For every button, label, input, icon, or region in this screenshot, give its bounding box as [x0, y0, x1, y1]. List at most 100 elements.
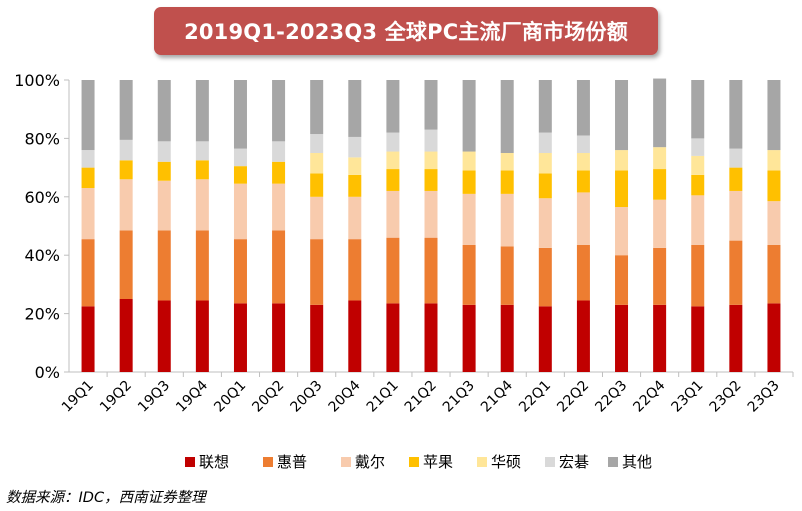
- bar-segment: [576, 153, 590, 171]
- bar-segment: [119, 299, 133, 372]
- bar-segment: [233, 303, 247, 372]
- bar-segment: [233, 166, 247, 184]
- bar-segment: [195, 141, 209, 161]
- y-tick-label: 40%: [24, 246, 60, 265]
- x-tick-label: 20Q4: [326, 377, 364, 415]
- legend-swatch: [409, 457, 419, 467]
- x-tick-label: 21Q4: [478, 377, 516, 415]
- bar-segment: [119, 179, 133, 231]
- bar-segment: [538, 173, 552, 199]
- bar-segment: [81, 306, 95, 372]
- bar-segment: [576, 80, 590, 136]
- bar-segment: [157, 180, 171, 231]
- x-tick-label: 22Q1: [516, 378, 554, 416]
- bar-segment: [119, 80, 133, 140]
- bar-segment: [272, 80, 286, 142]
- bar-segment: [81, 80, 95, 151]
- x-tick-label: 22Q4: [630, 377, 668, 415]
- bar-segment: [348, 136, 362, 158]
- bar-segment: [195, 300, 209, 372]
- bar-segment: [157, 80, 171, 142]
- bar-segment: [691, 138, 705, 156]
- bar-segment: [348, 239, 362, 301]
- x-tick-label: 23Q2: [707, 378, 745, 416]
- bar-segment: [576, 300, 590, 372]
- bar-segment: [310, 196, 324, 240]
- bar-segment: [424, 169, 438, 191]
- bar-segment: [386, 132, 400, 152]
- bar-segment: [615, 255, 629, 305]
- bar-segment: [310, 239, 324, 305]
- bar-segment: [653, 247, 667, 305]
- bar-segment: [348, 174, 362, 197]
- bar-segment: [119, 139, 133, 161]
- bar-segment: [767, 201, 781, 245]
- bar-segment: [157, 141, 171, 162]
- bar-segment: [272, 303, 286, 372]
- legend-label: 宏碁: [559, 453, 589, 471]
- x-tick-label: 23Q1: [669, 378, 707, 416]
- legend-swatch: [341, 457, 351, 467]
- bar-segment: [615, 304, 629, 372]
- bar-segment: [500, 304, 514, 372]
- bar-segment: [157, 161, 171, 181]
- bar-segment: [538, 153, 552, 174]
- bar-segment: [767, 170, 781, 202]
- bar-segment: [691, 306, 705, 372]
- bar-segment: [348, 300, 362, 372]
- chart-title-banner: 2019Q1-2023Q3 全球PC主流厂商市场份额: [154, 7, 658, 55]
- bar-segment: [462, 304, 476, 372]
- bar-segment: [272, 141, 286, 162]
- bar-segment: [462, 170, 476, 194]
- bar-segment: [157, 300, 171, 372]
- x-tick-label: 19Q3: [135, 378, 173, 416]
- bar-segment: [424, 151, 438, 170]
- bar-segment: [462, 80, 476, 152]
- bar-segment: [500, 193, 514, 247]
- bar-segment: [272, 183, 286, 231]
- bar-segment: [386, 151, 400, 170]
- legend-label: 其他: [622, 453, 652, 471]
- bar-segment: [538, 198, 552, 248]
- x-tick-label: 20Q1: [211, 378, 249, 416]
- bar-segment: [462, 151, 476, 171]
- bar-segment: [729, 240, 743, 305]
- bar-segment: [424, 190, 438, 238]
- legend-label: 华硕: [491, 453, 521, 471]
- bar-segment: [500, 153, 514, 171]
- bar-segment: [424, 237, 438, 304]
- bar-segment: [462, 193, 476, 245]
- bar-segment: [729, 148, 743, 168]
- bar-segment: [538, 132, 552, 153]
- bar-segment: [119, 160, 133, 180]
- bar-segment: [767, 303, 781, 372]
- bar-segment: [81, 150, 95, 168]
- y-tick-label: 100%: [14, 71, 60, 90]
- bar-segment: [576, 244, 590, 301]
- bar-segment: [653, 147, 667, 170]
- bar-segment: [233, 80, 247, 149]
- x-tick-label: 21Q1: [364, 378, 402, 416]
- x-tick-label: 20Q3: [288, 378, 326, 416]
- bar-segment: [310, 304, 324, 372]
- bar-segment: [310, 134, 324, 153]
- bar-segment: [424, 129, 438, 152]
- bar-segment: [233, 239, 247, 304]
- bar-segment: [767, 150, 781, 171]
- bar-segment: [691, 244, 705, 307]
- bar-segment: [538, 80, 552, 133]
- bar-segment: [272, 161, 286, 184]
- bar-segment: [386, 169, 400, 191]
- bar-segment: [729, 304, 743, 372]
- bar-segment: [615, 170, 629, 208]
- bar-segment: [386, 190, 400, 238]
- y-tick-label: 20%: [24, 305, 60, 324]
- bar-segment: [195, 179, 209, 231]
- bar-segment: [81, 188, 95, 240]
- bar-segment: [538, 247, 552, 307]
- bar-segment: [424, 303, 438, 372]
- bar-segment: [310, 153, 324, 174]
- bar-segment: [233, 148, 247, 167]
- x-tick-label: 19Q1: [59, 378, 97, 416]
- bar-segment: [310, 80, 324, 135]
